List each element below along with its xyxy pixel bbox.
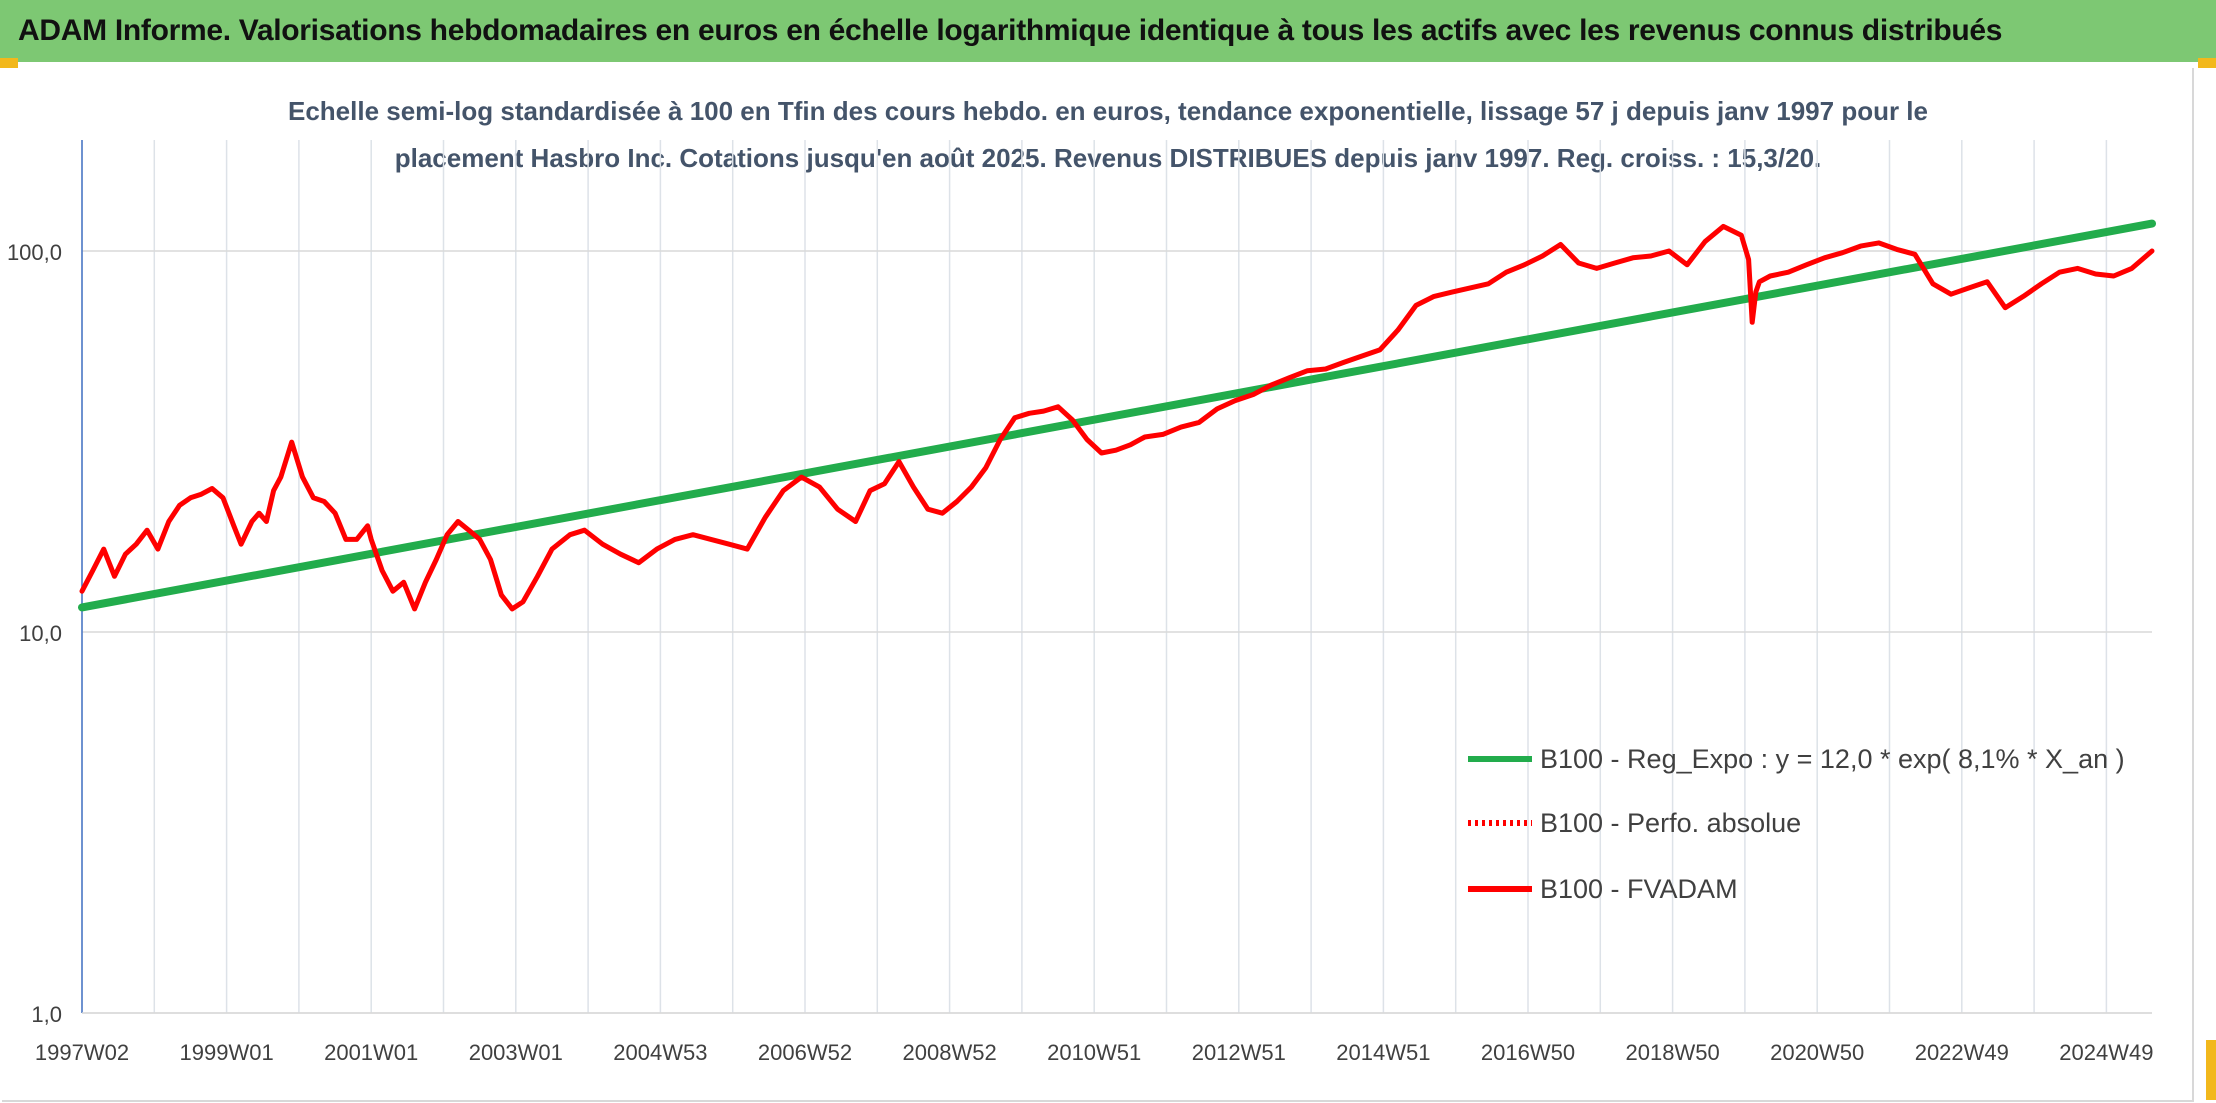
x-tick-label: 2016W50 — [1481, 1040, 1575, 1065]
x-tick-label: 2020W50 — [1770, 1040, 1864, 1065]
header-corner-left — [0, 58, 18, 68]
y-tick-label: 10,0 — [19, 621, 62, 646]
chart-frame — [2, 68, 2194, 1102]
chart-title-line-2: placement Hasbro Inc. Cotations jusqu'en… — [394, 143, 1822, 173]
x-tick-label: 2003W01 — [469, 1040, 563, 1065]
x-tick-label: 1999W01 — [180, 1040, 274, 1065]
chart-title-line-1: Echelle semi-log standardisée à 100 en T… — [287, 96, 1928, 126]
x-tick-label: 2006W52 — [758, 1040, 852, 1065]
header-bar — [0, 0, 2216, 62]
bottom-corner-right — [2206, 1040, 2216, 1100]
x-tick-label: 2012W51 — [1192, 1040, 1286, 1065]
x-tick-label: 2014W51 — [1336, 1040, 1430, 1065]
legend-label: B100 - FVADAM — [1540, 874, 1738, 904]
x-tick-label: 2022W49 — [1915, 1040, 2009, 1065]
y-tick-label: 1,0 — [31, 1002, 62, 1027]
page-title: ADAM Informe. Valorisations hebdomadaire… — [18, 14, 2003, 47]
x-tick-label: 2010W51 — [1047, 1040, 1141, 1065]
x-tick-label: 1997W02 — [35, 1040, 129, 1065]
legend-label: B100 - Perfo. absolue — [1540, 808, 1801, 838]
x-tick-label: 2008W52 — [903, 1040, 997, 1065]
y-tick-label: 100,0 — [7, 240, 62, 265]
x-tick-label: 2024W49 — [2059, 1040, 2153, 1065]
header-corner-right — [2198, 58, 2216, 68]
series-line-0 — [78, 219, 2156, 612]
x-tick-label: 2004W53 — [613, 1040, 707, 1065]
series-line-2 — [79, 223, 2155, 612]
x-tick-label: 2001W01 — [324, 1040, 418, 1065]
x-tick-label: 2018W50 — [1626, 1040, 1720, 1065]
legend-label: B100 - Reg_Expo : y = 12,0 * exp( 8,1% *… — [1540, 744, 2125, 774]
